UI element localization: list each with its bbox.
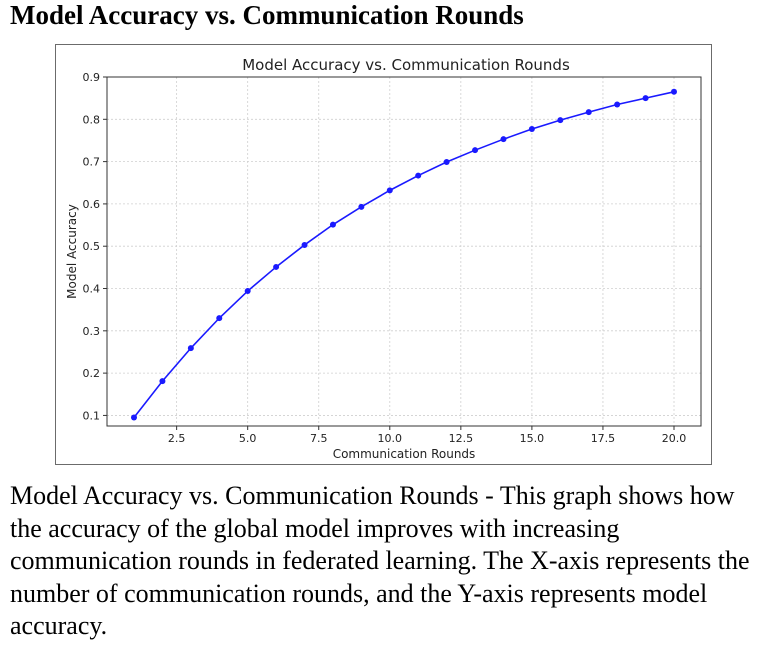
y-tick-label: 0.7 (83, 156, 101, 169)
x-tick-label: 20.0 (662, 432, 687, 445)
y-tick-label: 0.3 (83, 325, 101, 338)
data-point (358, 203, 365, 210)
data-point (329, 221, 336, 228)
data-point (386, 187, 393, 194)
figure-caption: Model Accuracy vs. Communication Rounds … (10, 481, 750, 640)
data-point (472, 147, 479, 154)
plot-frame (106, 76, 702, 427)
data-point (671, 88, 677, 95)
axis-ticks: 2.5 5.0 7.5 10.0 12.5 15.0 17.5 20.0 0.1 0.2 0.3 0.… (83, 71, 687, 445)
data-point (273, 263, 280, 270)
data-point (642, 95, 649, 102)
data-point (557, 117, 564, 124)
y-tick-label: 0.2 (83, 367, 101, 380)
chart-title: Model Accuracy vs. Communication Rounds (242, 56, 570, 74)
x-tick-label: 2.5 (168, 432, 186, 445)
x-tick-label: 10.0 (378, 432, 403, 445)
x-axis-label: Communication Rounds (333, 447, 476, 461)
series-line (133, 91, 675, 419)
data-point (301, 241, 308, 248)
data-point (159, 378, 166, 385)
data-point (131, 414, 137, 421)
y-tick-label: 0.8 (83, 113, 101, 126)
x-tick-label: 17.5 (591, 432, 616, 445)
data-point (244, 288, 251, 295)
data-point (443, 159, 450, 166)
data-point (528, 126, 535, 133)
y-tick-label: 0.5 (83, 240, 101, 253)
data-point (500, 136, 507, 143)
y-tick-label: 0.6 (83, 198, 101, 211)
data-point (585, 109, 592, 116)
x-tick-label: 12.5 (449, 432, 474, 445)
data-point (614, 101, 621, 108)
page-heading: Model Accuracy vs. Communication Rounds (10, 0, 524, 30)
data-point (415, 172, 422, 179)
y-tick-label: 0.9 (83, 71, 101, 84)
x-tick-label: 15.0 (520, 432, 545, 445)
data-point (187, 345, 194, 352)
accuracy-line-chart: Model Accuracy vs. Communication Rounds … (65, 56, 702, 461)
y-tick-label: 0.4 (83, 283, 101, 296)
y-tick-label: 0.1 (83, 409, 101, 422)
x-tick-label: 7.5 (310, 432, 328, 445)
x-tick-label: 5.0 (239, 432, 257, 445)
data-point (216, 315, 223, 322)
grid-lines (107, 76, 701, 426)
chart-figure: Model Accuracy vs. Communication Rounds … (55, 44, 712, 465)
y-axis-label: Model Accuracy (65, 204, 79, 299)
series-points (131, 88, 677, 421)
